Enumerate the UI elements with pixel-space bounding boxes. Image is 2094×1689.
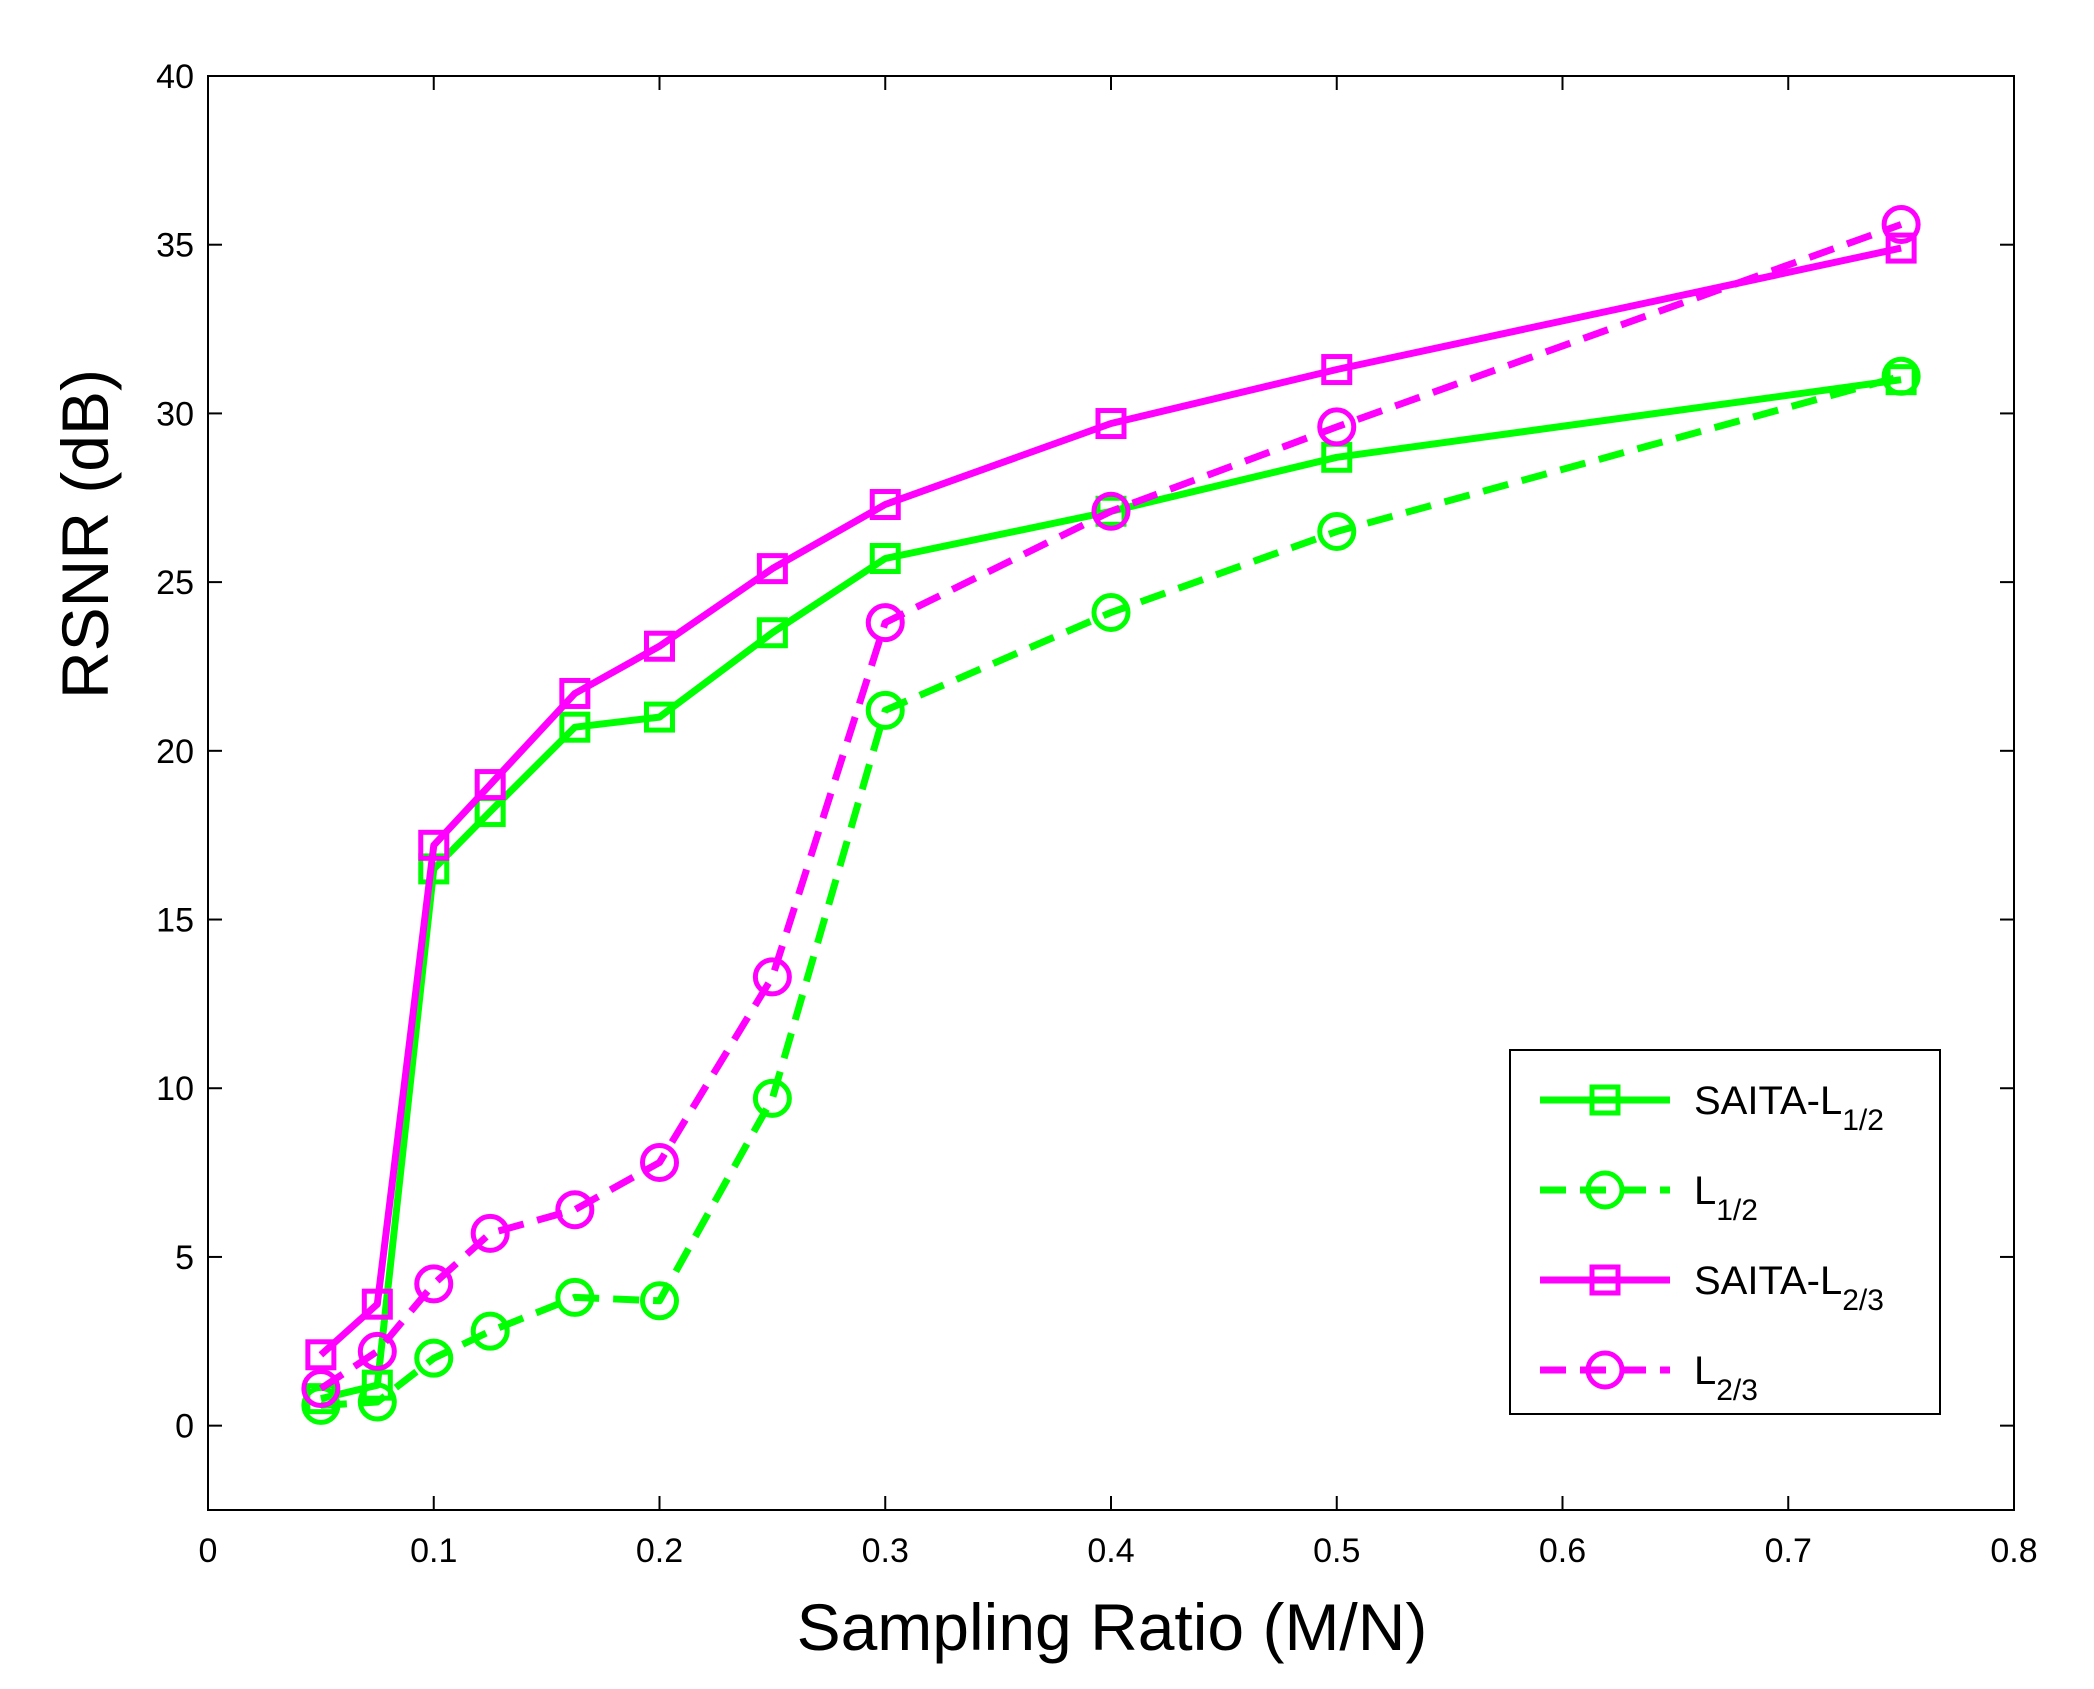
data-point bbox=[418, 829, 450, 861]
series-line bbox=[320, 372, 1903, 1409]
data-point bbox=[414, 1264, 454, 1304]
data-point bbox=[752, 957, 792, 997]
series-l1-2 bbox=[301, 356, 1921, 1425]
axes-ticks: 0 0.1 0.2 0.3 0.4 0.5 0.6 0.7 0.8 0 5 10 15 20 25 30 35 4… bbox=[156, 58, 2037, 1570]
legend-label-subscript: 1/2 bbox=[1716, 1194, 1758, 1227]
data-point bbox=[869, 542, 901, 574]
data-point bbox=[756, 617, 788, 649]
x-tick-label: 0 bbox=[199, 1532, 218, 1570]
series-line bbox=[318, 221, 1903, 1392]
data-point bbox=[1095, 495, 1127, 527]
y-tick-label: 5 bbox=[175, 1239, 194, 1277]
data-point bbox=[1881, 204, 1921, 244]
legend-item: SAITA-L2/3 bbox=[1540, 1259, 1884, 1317]
data-point bbox=[640, 1142, 679, 1182]
x-tick-label: 0.3 bbox=[862, 1532, 909, 1570]
x-tick-label: 0.7 bbox=[1765, 1532, 1812, 1570]
y-tick-label: 15 bbox=[156, 902, 194, 940]
y-tick-label: 10 bbox=[156, 1070, 194, 1108]
x-tick-label: 0.8 bbox=[1990, 1532, 2037, 1570]
y-tick-label: 25 bbox=[156, 564, 194, 602]
legend-label: SAITA-L2/3 bbox=[1694, 1259, 1884, 1317]
y-tick-label: 30 bbox=[156, 395, 194, 433]
legend-label-main: SAITA-L bbox=[1694, 1079, 1842, 1123]
x-tick-label: 0.4 bbox=[1087, 1532, 1134, 1570]
series-line bbox=[320, 376, 1902, 1403]
data-point bbox=[470, 1311, 510, 1351]
x-tick-label: 0.6 bbox=[1539, 1532, 1586, 1570]
legend-item: SAITA-L1/2 bbox=[1540, 1079, 1884, 1137]
data-point bbox=[644, 630, 675, 662]
series-saita-l2-3 bbox=[305, 232, 1917, 1371]
data-point bbox=[1321, 354, 1353, 386]
data-point bbox=[1317, 512, 1357, 552]
legend-marker-swatch bbox=[1585, 1170, 1625, 1210]
data-point bbox=[1091, 592, 1131, 632]
data-point bbox=[1881, 356, 1921, 396]
legend-label: L1/2 bbox=[1694, 1169, 1758, 1227]
legend-label-subscript: 2/3 bbox=[1716, 1374, 1758, 1407]
data-point bbox=[559, 711, 591, 743]
data-point bbox=[559, 677, 591, 709]
x-tick-label: 0.1 bbox=[410, 1532, 457, 1570]
legend-label: L2/3 bbox=[1694, 1349, 1758, 1407]
legend-label: SAITA-L1/2 bbox=[1694, 1079, 1884, 1137]
legend-label-subscript: 1/2 bbox=[1842, 1104, 1884, 1137]
y-tick-label: 20 bbox=[156, 733, 194, 771]
data-point bbox=[357, 1331, 397, 1371]
y-tick-label: 35 bbox=[156, 227, 194, 265]
x-tick-label: 0.2 bbox=[636, 1532, 683, 1570]
data-point bbox=[555, 1277, 595, 1317]
y-tick-label: 40 bbox=[156, 58, 194, 96]
data-point bbox=[305, 1339, 337, 1371]
legend-box bbox=[1509, 1049, 1941, 1415]
series-line bbox=[318, 244, 1902, 1358]
series-l2-3 bbox=[301, 204, 1921, 1409]
data-point bbox=[470, 1213, 510, 1253]
data-point bbox=[865, 603, 905, 643]
data-point bbox=[555, 1190, 595, 1230]
data-point bbox=[752, 1078, 792, 1118]
series-group bbox=[301, 204, 1921, 1425]
legend-marker-swatch bbox=[1585, 1350, 1625, 1390]
legend-label-main: L bbox=[1694, 1349, 1716, 1393]
data-point bbox=[756, 553, 788, 585]
legend-item: L2/3 bbox=[1540, 1349, 1758, 1407]
x-tick-label: 0.5 bbox=[1313, 1532, 1360, 1570]
data-point bbox=[361, 1288, 393, 1320]
legend-label-main: SAITA-L bbox=[1694, 1259, 1842, 1303]
data-point bbox=[640, 1281, 679, 1321]
data-point bbox=[474, 769, 506, 801]
data-point bbox=[869, 489, 901, 521]
data-point bbox=[1885, 232, 1917, 264]
data-point bbox=[1091, 491, 1131, 531]
data-point bbox=[414, 1338, 454, 1378]
legend-item: L1/2 bbox=[1540, 1169, 1758, 1227]
legend-label-main: L bbox=[1694, 1169, 1716, 1213]
data-point bbox=[301, 1369, 341, 1409]
data-point bbox=[357, 1382, 397, 1422]
data-point bbox=[1095, 408, 1127, 440]
legend-marker-swatch bbox=[1589, 1084, 1621, 1116]
data-point bbox=[865, 690, 905, 730]
data-point bbox=[644, 701, 675, 733]
data-point bbox=[1317, 407, 1357, 447]
y-tick-label: 0 bbox=[175, 1408, 194, 1446]
legend-label-subscript: 2/3 bbox=[1842, 1284, 1884, 1317]
x-axis-title: Sampling Ratio (M/N) bbox=[797, 1590, 1428, 1664]
legend-marker-swatch bbox=[1589, 1264, 1621, 1296]
y-axis-title: RSNR (dB) bbox=[48, 369, 122, 699]
